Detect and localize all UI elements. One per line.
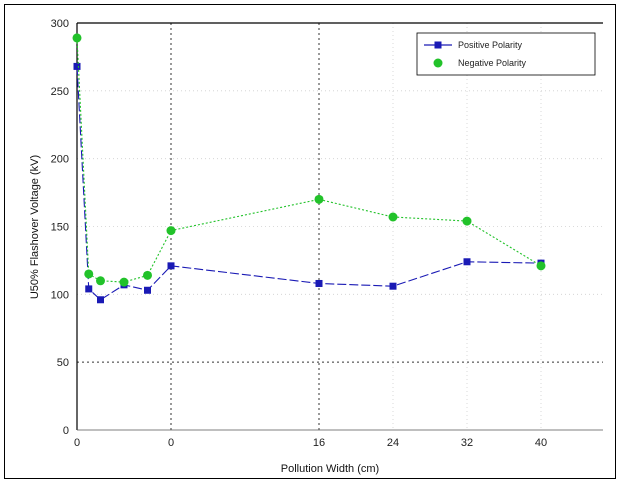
y-tick-label: 300 xyxy=(51,18,69,30)
legend-positive-label: Positive Polarity xyxy=(458,40,523,50)
negative-polarity-point xyxy=(388,212,398,222)
chart-frame xyxy=(4,4,616,479)
negative-polarity-point xyxy=(536,261,546,271)
x-tick-label: 0 xyxy=(168,437,174,449)
series-line-1 xyxy=(76,37,542,283)
positive-polarity-point xyxy=(463,258,471,266)
x-axis-title: Pollution Width (cm) xyxy=(281,463,379,475)
legend-negative-marker xyxy=(433,58,443,68)
positive-polarity-point xyxy=(85,285,93,293)
legend-negative-label: Negative Polarity xyxy=(458,58,527,68)
negative-polarity-point xyxy=(96,276,105,286)
y-tick-label: 250 xyxy=(51,86,69,98)
negative-polarity-point xyxy=(84,269,94,279)
y-axis-title: U50% Flashover Voltage (kV) xyxy=(29,155,41,299)
positive-polarity-point xyxy=(144,286,151,294)
negative-polarity-point xyxy=(143,270,152,280)
negative-polarity-point xyxy=(462,216,472,226)
y-tick-label: 200 xyxy=(51,154,69,166)
y-tick-label: 150 xyxy=(51,222,69,234)
y-tick-label: 50 xyxy=(57,357,69,369)
series-layer xyxy=(72,33,546,304)
negative-polarity-point xyxy=(72,33,82,43)
positive-polarity-point xyxy=(315,279,323,287)
x-tick-label: 40 xyxy=(535,437,547,449)
negative-polarity-point xyxy=(166,226,176,236)
legend-positive-marker xyxy=(434,41,442,49)
positive-polarity-point xyxy=(389,282,397,290)
x-tick-label: 0 xyxy=(74,437,80,449)
legend-box xyxy=(416,32,596,76)
x-tick-label: 32 xyxy=(461,437,473,449)
series-line-0 xyxy=(76,66,542,301)
positive-polarity-point xyxy=(73,62,81,70)
negative-polarity-point xyxy=(314,194,324,204)
axes-layer xyxy=(76,22,603,431)
y-tick-label: 0 xyxy=(63,425,69,437)
positive-polarity-point xyxy=(97,296,104,304)
x-tick-label: 16 xyxy=(313,437,325,449)
x-tick-label: 24 xyxy=(387,437,399,449)
legend: Positive Polarity Negative Polarity xyxy=(416,32,596,76)
positive-polarity-point xyxy=(167,262,175,270)
y-tick-label: 100 xyxy=(51,289,69,301)
negative-polarity-point xyxy=(119,277,129,287)
grid-layer xyxy=(77,23,603,430)
